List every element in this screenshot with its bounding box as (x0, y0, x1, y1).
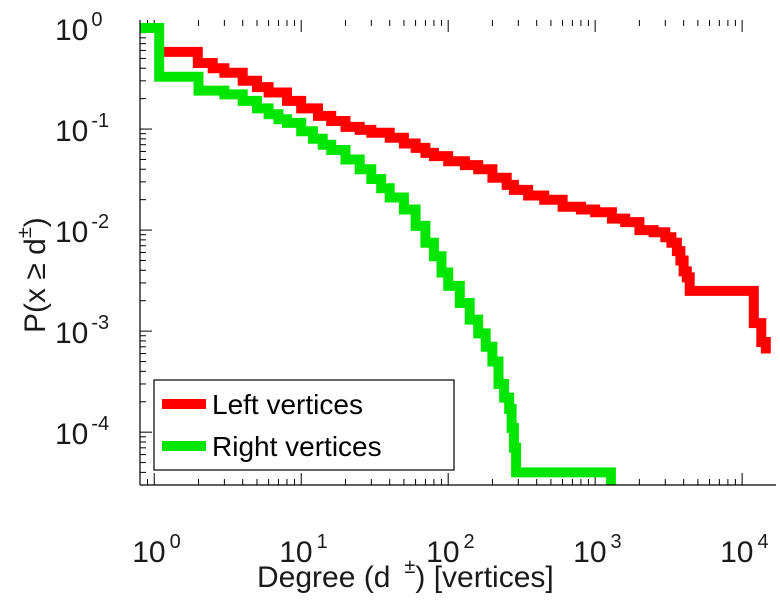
y-axis-title: P(x ≥ d±) (14, 217, 52, 333)
x-tick-base: 10 (132, 536, 165, 569)
y-tick-base: 10 (55, 317, 88, 350)
x-tick-label: 10 1 (279, 531, 328, 569)
y-tick-label: 10 -4 (55, 413, 109, 451)
x-tick-exponent: 3 (611, 531, 622, 553)
x-tick-exponent: 1 (317, 531, 328, 553)
y-axis-title-suffix: ) (19, 217, 52, 227)
x-tick-base: 10 (426, 536, 459, 569)
x-tick-label: 10 3 (573, 531, 622, 569)
series-line-left-vertices (159, 46, 771, 354)
x-tick-label: 10 2 (426, 531, 475, 569)
y-tick-exponent: -2 (91, 211, 109, 233)
y-tick-label: 10 -1 (55, 110, 109, 148)
y-tick-exponent: -4 (91, 413, 109, 435)
y-tick-base: 10 (55, 216, 88, 249)
legend-label-right: Right vertices (212, 431, 382, 462)
x-tick-exponent: 2 (464, 531, 475, 553)
x-tick-base: 10 (573, 536, 606, 569)
legend: Left vertices Right vertices (153, 379, 455, 471)
y-axis-title-sup: ± (14, 227, 36, 238)
x-axis-title-suffix: ) [vertices] (415, 561, 553, 594)
x-tick-labels: 10 0 10 1 10 2 10 3 10 4 (132, 531, 768, 569)
legend-box (153, 379, 455, 471)
series-layer (140, 23, 771, 485)
x-tick-exponent: 0 (170, 531, 181, 553)
x-tick-label: 10 4 (720, 531, 769, 569)
x-tick-base: 10 (720, 536, 753, 569)
x-axis-title-main: Degree (d (257, 561, 390, 594)
x-axis-title: Degree (d ±) [vertices] (257, 556, 554, 594)
y-tick-exponent: -3 (91, 312, 109, 334)
y-tick-base: 10 (55, 14, 88, 47)
y-tick-label: 10 -2 (55, 211, 109, 249)
series-line-right-vertices (140, 23, 616, 485)
y-tick-base: 10 (55, 115, 88, 148)
minor-ticks (139, 20, 736, 486)
x-tick-exponent: 4 (758, 531, 769, 553)
x-axis-title-sup: ± (404, 556, 415, 578)
y-tick-base: 10 (55, 418, 88, 451)
y-axis-title-main: P(x ≥ d (19, 238, 52, 333)
x-tick-label: 10 0 (132, 531, 181, 569)
y-tick-label: 10 0 (55, 9, 103, 47)
y-tick-exponent: 0 (91, 9, 102, 31)
x-tick-base: 10 (279, 536, 312, 569)
legend-label-left: Left vertices (212, 389, 363, 420)
y-tick-exponent: -1 (91, 110, 109, 132)
y-tick-label: 10 -3 (55, 312, 109, 350)
